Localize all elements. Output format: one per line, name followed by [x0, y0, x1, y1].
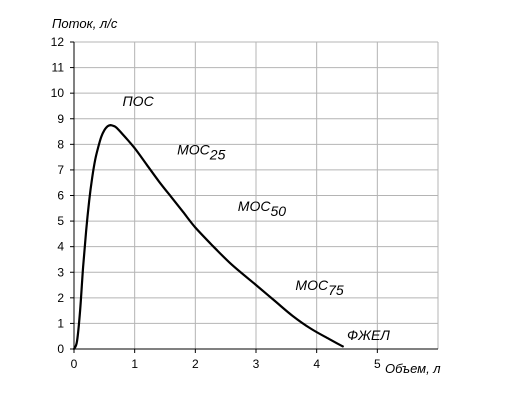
y-tick-label: 3	[57, 265, 64, 279]
x-tick-labels: 0 1 2 3 4 5	[71, 357, 381, 371]
series	[72, 124, 344, 351]
y-tick-label: 12	[51, 35, 65, 49]
x-tick-label: 1	[131, 357, 138, 371]
y-tick-label: 10	[51, 86, 65, 100]
annotation-pos: ПОС	[123, 93, 155, 109]
annotation-mos25: МОС25	[177, 142, 225, 163]
y-tick-label: 5	[57, 214, 64, 228]
flow-volume-curve	[72, 124, 344, 351]
y-tick-label: 7	[57, 163, 64, 177]
y-tick-label: 2	[57, 291, 64, 305]
grid	[74, 41, 439, 349]
x-tick-label: 0	[71, 357, 78, 371]
annotation-mos75: МОС75	[295, 277, 343, 298]
y-tick-label: 4	[57, 240, 64, 254]
y-tick-label: 6	[57, 189, 64, 203]
y-tick-label: 8	[57, 137, 64, 151]
annotations: ПОС МОС25 МОС50 МОС75 ФЖЕЛ	[123, 93, 391, 343]
y-tick-label: 0	[57, 342, 64, 356]
annotation-mos50: МОС50	[238, 198, 286, 219]
x-tick-label: 5	[374, 357, 381, 371]
y-tick-label: 11	[52, 61, 65, 75]
y-axis-title: Поток, л/с	[52, 16, 118, 31]
x-tick-label: 3	[253, 357, 260, 371]
x-tick-label: 2	[192, 357, 199, 371]
y-tick-label: 1	[57, 316, 64, 330]
annotation-fvc: ФЖЕЛ	[347, 327, 390, 343]
axes	[70, 41, 438, 353]
y-tick-label: 9	[57, 112, 64, 126]
x-tick-label: 4	[313, 357, 320, 371]
x-axis-title: Объем, л	[385, 361, 441, 376]
